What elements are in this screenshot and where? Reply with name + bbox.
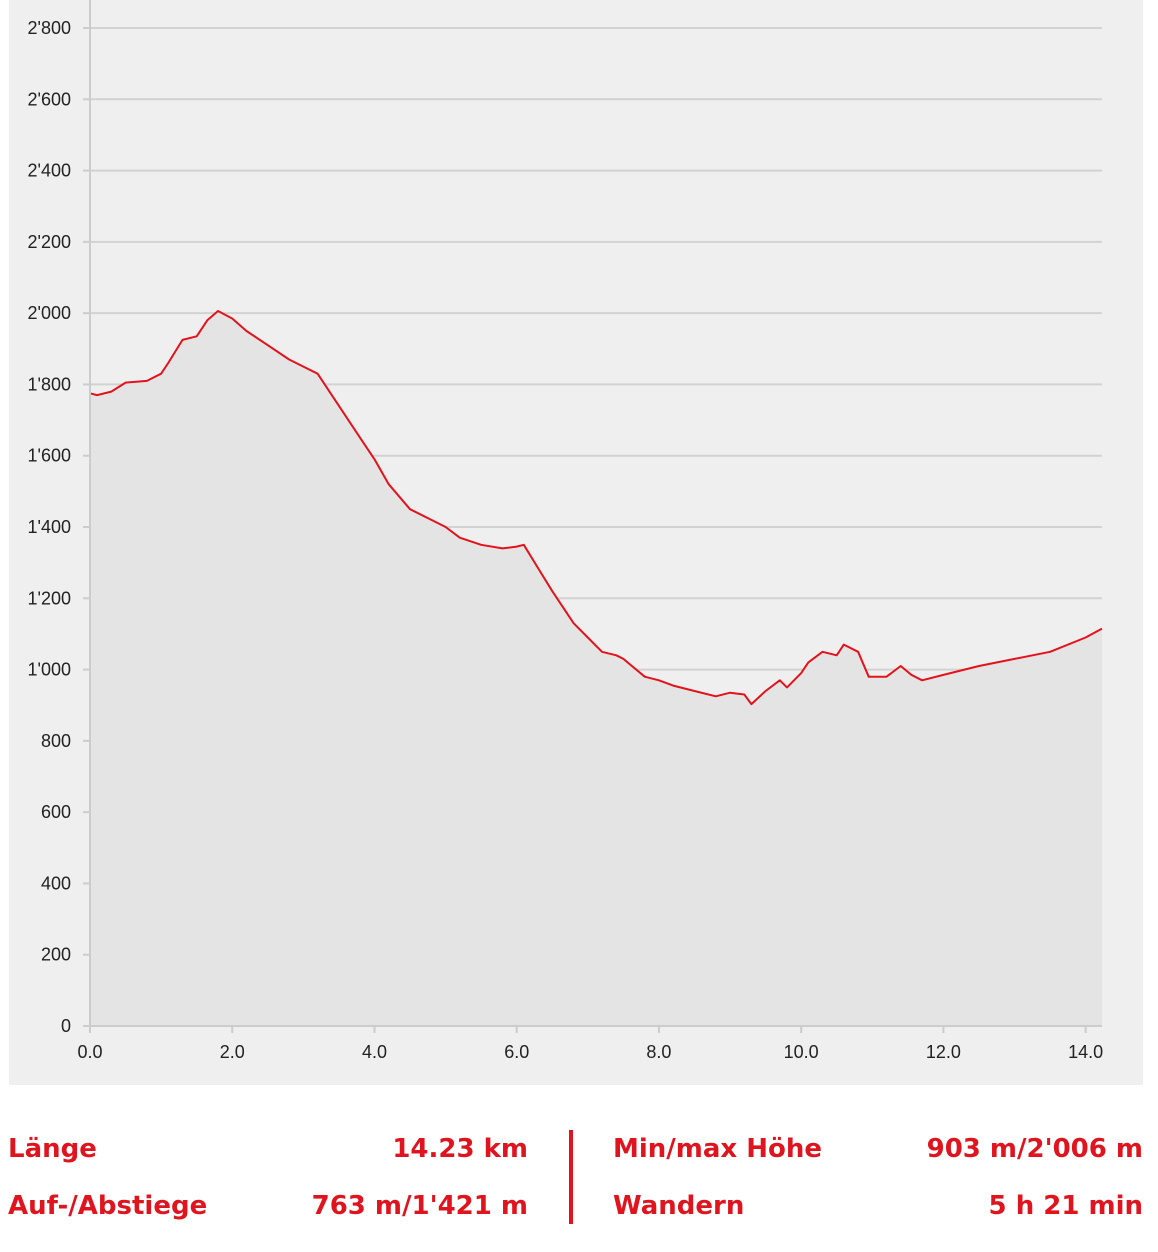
elevation-chart-panel: 0 200 400 600 800 1'000 1'200 1'400 1'600 1'800 2'… bbox=[9, 0, 1143, 1085]
elevation-chart: 0 200 400 600 800 1'000 1'200 1'400 1'600 1'800 2'… bbox=[28, 0, 1103, 1062]
y-axis-ticks: 0 200 400 600 800 1'000 1'200 1'400 1'600 1'800 2'… bbox=[28, 18, 90, 1036]
hiking-time-label: Wandern bbox=[613, 1191, 745, 1221]
y-tick-label: 1'400 bbox=[28, 517, 71, 537]
y-tick-label: 2'000 bbox=[28, 303, 71, 323]
x-tick-label: 10.0 bbox=[784, 1042, 819, 1062]
x-tick-label: 12.0 bbox=[926, 1042, 961, 1062]
y-tick-label: 600 bbox=[41, 802, 71, 822]
route-stats: Länge 14.23 km Auf-/Abstiege 763 m/1'421… bbox=[0, 1120, 1158, 1240]
y-tick-label: 2'400 bbox=[28, 161, 71, 181]
y-tick-label: 1'000 bbox=[28, 660, 71, 680]
x-tick-label: 2.0 bbox=[220, 1042, 245, 1062]
length-value: 14.23 km bbox=[392, 1134, 528, 1164]
x-tick-label: 6.0 bbox=[504, 1042, 529, 1062]
x-tick-label: 0.0 bbox=[77, 1042, 102, 1062]
x-tick-label: 4.0 bbox=[362, 1042, 387, 1062]
min-max-height-value: 903 m/2'006 m bbox=[926, 1134, 1143, 1164]
length-label: Länge bbox=[8, 1134, 97, 1164]
y-tick-label: 800 bbox=[41, 731, 71, 751]
y-tick-label: 0 bbox=[61, 1016, 71, 1036]
ascent-descent-label: Auf-/Abstiege bbox=[8, 1191, 208, 1221]
min-max-height-label: Min/max Höhe bbox=[613, 1134, 823, 1164]
y-tick-label: 2'800 bbox=[28, 18, 71, 38]
hiking-time-value: 5 h 21 min bbox=[988, 1191, 1143, 1221]
elevation-profile-line bbox=[89, 310, 1103, 706]
y-tick-label: 400 bbox=[41, 873, 71, 893]
y-tick-label: 1'600 bbox=[28, 446, 71, 466]
elevation-area-fill bbox=[90, 311, 1102, 1026]
y-tick-label: 1'800 bbox=[28, 374, 71, 394]
x-tick-label: 8.0 bbox=[646, 1042, 671, 1062]
y-tick-label: 2'600 bbox=[28, 89, 71, 109]
x-tick-label: 14.0 bbox=[1068, 1042, 1103, 1062]
y-tick-label: 2'200 bbox=[28, 232, 71, 252]
stats-divider bbox=[569, 1130, 573, 1224]
ascent-descent-value: 763 m/1'421 m bbox=[311, 1191, 528, 1221]
x-axis-ticks: 0.0 2.0 4.0 6.0 8.0 10.0 12.0 14.0 bbox=[77, 1026, 1103, 1062]
y-tick-label: 200 bbox=[41, 945, 71, 965]
y-tick-label: 1'200 bbox=[28, 588, 71, 608]
